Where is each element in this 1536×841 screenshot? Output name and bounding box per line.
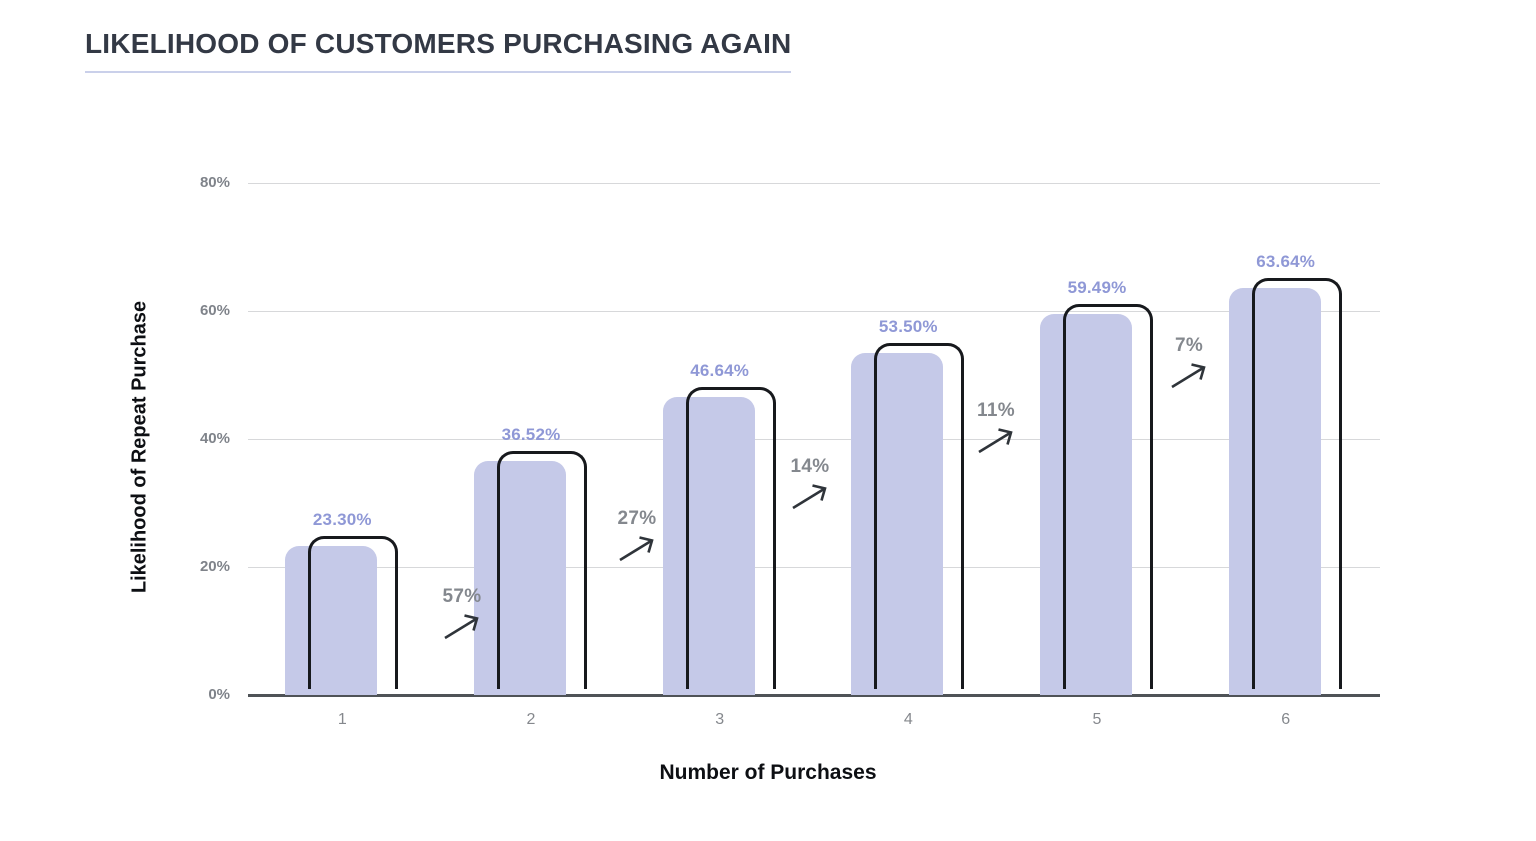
y-axis-tick-label: 40% <box>199 430 230 447</box>
trend-up-arrow-icon <box>954 425 1038 460</box>
growth-annotation: 57% <box>420 586 504 646</box>
x-axis-tick-label: 1 <box>337 711 347 728</box>
trend-up-arrow-icon <box>595 533 679 568</box>
growth-percent-label: 11% <box>977 400 1015 421</box>
bar <box>1228 287 1321 695</box>
bar <box>662 396 755 695</box>
growth-percent-label: 57% <box>442 586 482 607</box>
bar-outline-annotation <box>308 535 399 689</box>
bar <box>474 461 566 695</box>
bar-value-label: 36.52% <box>501 425 561 445</box>
y-axis-tick-label: 80% <box>199 174 230 191</box>
bar-outline-annotation <box>685 386 776 689</box>
bar <box>851 352 944 695</box>
bar-value-label: 46.64% <box>690 360 750 380</box>
bar <box>285 545 378 695</box>
growth-annotation: 11% <box>954 400 1038 460</box>
growth-percent-label: 14% <box>790 456 830 477</box>
bar-value-label: 63.64% <box>1256 251 1316 271</box>
y-axis-tick-label: 20% <box>199 558 230 575</box>
growth-percent-label: 27% <box>617 508 657 529</box>
bar-value-label: 53.50% <box>878 316 938 336</box>
growth-annotation: 14% <box>768 456 852 516</box>
y-axis-tick-label: 0% <box>208 686 230 703</box>
x-axis-tick-label: 3 <box>715 711 725 728</box>
gridline <box>248 182 1380 184</box>
bar-outline-annotation <box>1251 277 1342 689</box>
y-axis-title: Likelihood of Repeat Purchase <box>128 300 151 594</box>
x-axis-tick-label: 5 <box>1092 711 1102 728</box>
bar-value-label: 23.30% <box>312 509 372 529</box>
growth-percent-label: 7% <box>1174 335 1204 356</box>
x-axis-title: Number of Purchases <box>659 761 877 784</box>
bar-outline-annotation <box>497 451 587 689</box>
trend-up-arrow-icon <box>420 611 504 646</box>
bar-value-label: 59.49% <box>1067 278 1127 298</box>
gridline <box>248 310 1380 312</box>
growth-annotation: 27% <box>595 508 679 568</box>
chart-title: LIKELIHOOD OF CUSTOMERS PURCHASING AGAIN <box>85 28 792 73</box>
growth-annotation: 7% <box>1147 335 1231 395</box>
bar-outline-annotation <box>1063 304 1153 689</box>
trend-up-arrow-icon <box>1147 360 1231 395</box>
gridline <box>248 438 1380 440</box>
trend-up-arrow-icon <box>768 481 852 516</box>
x-axis-tick-label: 4 <box>903 711 913 728</box>
x-axis-tick-label: 6 <box>1281 711 1291 728</box>
y-axis-tick-label: 60% <box>199 302 230 319</box>
x-axis-line <box>248 694 1380 697</box>
plot-area: 0% 20% 40% 60% 80% 23.30% 1 36.52% 2 46.64% 3 53.50… <box>200 174 1380 728</box>
bar <box>1040 314 1132 695</box>
x-axis-tick-label: 2 <box>526 711 536 728</box>
gridline <box>248 566 1380 568</box>
bar-outline-annotation <box>874 342 965 689</box>
